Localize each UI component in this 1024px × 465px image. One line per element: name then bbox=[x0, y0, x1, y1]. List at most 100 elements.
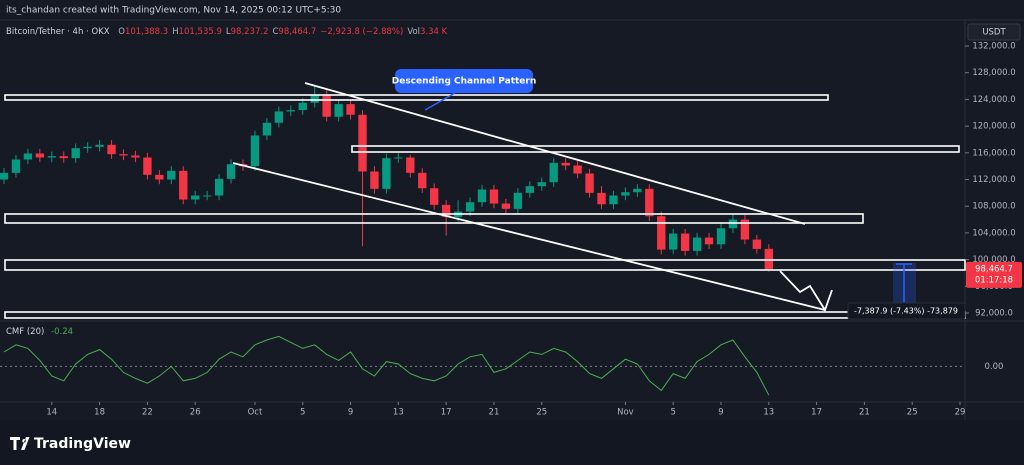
x-tick-label: 21 bbox=[489, 408, 500, 418]
candle-body bbox=[477, 189, 487, 203]
candle-body bbox=[191, 195, 200, 200]
ohlc-key: C bbox=[272, 27, 278, 37]
channel-label-box bbox=[395, 69, 533, 93]
candle-body bbox=[621, 192, 630, 196]
candle-body bbox=[298, 102, 307, 111]
measure-label: -7,387.9 (-7.43%) -73,879 bbox=[854, 307, 958, 316]
candle-body bbox=[680, 233, 690, 251]
candle-body bbox=[513, 192, 523, 209]
symbol: Bitcoin/Tether · 4h · OKX bbox=[6, 27, 110, 37]
support-zone bbox=[4, 259, 966, 271]
author-line: its_chandan created with TradingView.com… bbox=[6, 6, 341, 16]
change: −2,923.8 (−2.88%) bbox=[320, 27, 403, 37]
x-tick-label: 25 bbox=[907, 408, 918, 418]
candle-body bbox=[0, 172, 9, 180]
candle-body bbox=[441, 204, 451, 217]
candle-body bbox=[143, 157, 152, 175]
x-tick-label: 18 bbox=[94, 408, 105, 418]
y-tick-label: 132,000.0 bbox=[972, 42, 1015, 52]
candle-body bbox=[286, 110, 295, 112]
candle-body bbox=[752, 239, 762, 249]
resistance-zone bbox=[4, 94, 829, 101]
y-tick-label: 116,000.0 bbox=[972, 148, 1015, 158]
ohlc-key: L bbox=[226, 27, 231, 37]
candle-body bbox=[525, 186, 534, 193]
measure-box bbox=[847, 302, 966, 320]
candle-body bbox=[310, 94, 319, 103]
footer-band bbox=[0, 420, 1024, 465]
channel-label: Descending Channel Pattern bbox=[392, 77, 537, 87]
ohlc-key: O bbox=[118, 27, 125, 37]
candle-body bbox=[704, 237, 714, 245]
candle-body bbox=[214, 178, 224, 196]
candle-body bbox=[418, 172, 427, 189]
candle-body bbox=[262, 122, 272, 136]
candle-body bbox=[47, 156, 56, 158]
x-tick-label: 17 bbox=[441, 408, 452, 418]
x-tick-label: 14 bbox=[46, 408, 57, 418]
x-tick-label: 13 bbox=[763, 408, 774, 418]
x-tick-label: 9 bbox=[718, 408, 723, 418]
y-tick-label: 92,000.0 bbox=[975, 308, 1013, 318]
ohlc-key: H bbox=[172, 27, 178, 37]
candle-body bbox=[406, 157, 415, 173]
x-tick-label: 26 bbox=[190, 408, 201, 418]
logo-mark bbox=[10, 437, 30, 450]
currency[interactable]: USDT bbox=[982, 28, 1006, 38]
candle-body bbox=[155, 174, 164, 180]
ohlc-value: 98,237.2 bbox=[231, 27, 269, 37]
cmf-line bbox=[3, 335, 770, 396]
y-tick-label: 112,000.0 bbox=[972, 175, 1015, 185]
x-tick-label: 25 bbox=[536, 408, 547, 418]
resistance-zone bbox=[4, 213, 864, 224]
candle-body bbox=[489, 189, 499, 204]
brand-name: TradingView bbox=[34, 436, 131, 452]
candle-body bbox=[657, 216, 666, 250]
candle-body bbox=[179, 170, 188, 200]
candle-body bbox=[573, 165, 582, 174]
candle-body bbox=[382, 158, 391, 189]
candle-body bbox=[585, 173, 594, 193]
countdown: 01:17:18 bbox=[975, 275, 1013, 285]
projection-arrow bbox=[779, 270, 833, 313]
x-tick-label: 22 bbox=[142, 408, 153, 418]
candle-body bbox=[537, 182, 546, 187]
candle-body bbox=[35, 153, 45, 158]
channel-upper bbox=[304, 82, 806, 225]
y-tick-label: 104,000.0 bbox=[972, 228, 1015, 238]
x-tick-label: 29 bbox=[955, 408, 966, 418]
candle-body bbox=[334, 104, 343, 117]
last-price-label: 98,464.7 bbox=[975, 264, 1013, 274]
drawings: Descending Channel Pattern -7,387.9 (-7.… bbox=[4, 69, 966, 320]
currency-box[interactable] bbox=[967, 23, 1021, 41]
candle-body bbox=[226, 164, 236, 179]
candle-body bbox=[728, 219, 738, 229]
candle-body bbox=[274, 111, 284, 123]
candle-body bbox=[23, 153, 33, 160]
candle-body bbox=[430, 188, 439, 205]
resistance-zone bbox=[351, 145, 960, 153]
label-pointer bbox=[424, 92, 456, 111]
x-tick-label: Oct bbox=[248, 408, 263, 418]
y-tick-label: 124,000.0 bbox=[972, 95, 1015, 105]
candle-body bbox=[59, 156, 68, 159]
candle-body bbox=[501, 203, 511, 209]
candle-body bbox=[322, 94, 331, 117]
candle-body bbox=[131, 155, 140, 158]
candle-body bbox=[11, 159, 21, 173]
x-tick-label: 9 bbox=[348, 408, 353, 418]
candle-body bbox=[167, 170, 176, 180]
candle-body bbox=[394, 157, 403, 159]
candle-body bbox=[609, 195, 618, 205]
channel-lower bbox=[232, 162, 826, 311]
candle-body bbox=[692, 237, 702, 251]
symbol-legend: Bitcoin/Tether · 4h · OKX O101,388.3 H101… bbox=[6, 27, 448, 37]
x-tick-label: 13 bbox=[393, 408, 404, 418]
last-price-box bbox=[966, 261, 1022, 288]
x-tick-label: 17 bbox=[811, 408, 822, 418]
y-tick-label: 0.00 bbox=[985, 362, 1004, 372]
candle-body bbox=[358, 114, 367, 172]
branding: TradingView bbox=[10, 436, 131, 452]
volume-key: Vol bbox=[407, 27, 420, 37]
